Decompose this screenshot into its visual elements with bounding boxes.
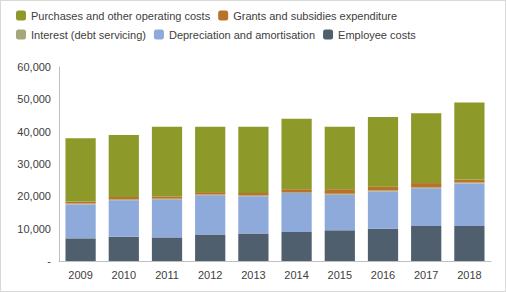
- svg-text:40,000: 40,000: [17, 126, 51, 138]
- svg-text:10,000: 10,000: [17, 223, 51, 235]
- svg-text:2012: 2012: [198, 269, 222, 281]
- svg-text:2016: 2016: [371, 269, 395, 281]
- svg-text:Depreciation and amortisation: Depreciation and amortisation: [169, 29, 315, 41]
- svg-text:Interest (debt servicing): Interest (debt servicing): [31, 29, 146, 41]
- svg-text:2017: 2017: [414, 269, 438, 281]
- svg-text:2009: 2009: [68, 269, 92, 281]
- svg-text:60,000: 60,000: [17, 61, 51, 73]
- svg-text:20,000: 20,000: [17, 190, 51, 202]
- svg-text:Employee costs: Employee costs: [338, 29, 416, 41]
- svg-text:-: -: [47, 255, 51, 267]
- svg-text:Purchases and other operating: Purchases and other operating costs: [31, 10, 211, 22]
- svg-text:2014: 2014: [284, 269, 308, 281]
- svg-text:2010: 2010: [112, 269, 136, 281]
- svg-text:Grants and subsidies expenditu: Grants and subsidies expenditure: [233, 10, 397, 22]
- svg-text:2018: 2018: [457, 269, 481, 281]
- svg-text:2011: 2011: [155, 269, 179, 281]
- svg-text:50,000: 50,000: [17, 93, 51, 105]
- svg-text:2013: 2013: [241, 269, 265, 281]
- svg-text:30,000: 30,000: [17, 158, 51, 170]
- svg-text:2015: 2015: [328, 269, 352, 281]
